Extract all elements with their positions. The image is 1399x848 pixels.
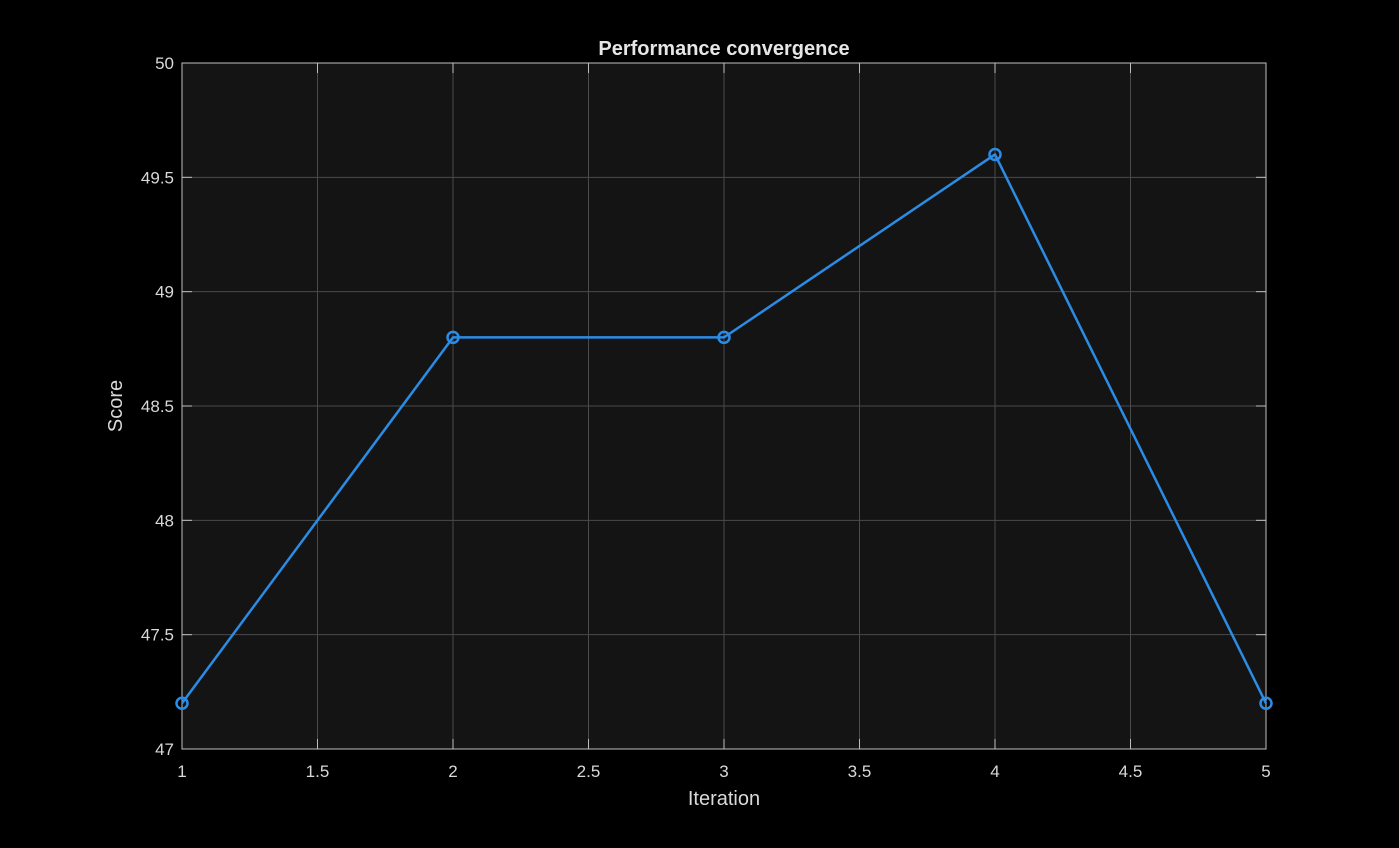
x-tick-label: 1.5 [306,762,330,781]
y-axis-label: Score [105,380,127,432]
series-line [180,153,1268,705]
y-tick-label: 49 [155,283,174,302]
axis-ticks [181,62,1267,750]
data-point [446,330,460,345]
x-axis-label: Iteration [688,788,760,810]
y-tick-label: 49.5 [141,168,174,187]
y-tick-labels: 47 47.5 48 48.5 49 49.5 50 [141,54,174,759]
y-tick-label: 48 [155,511,174,530]
x-tick-label: 1 [177,762,186,781]
y-tick-label: 50 [155,54,174,73]
y-tick-label: 48.5 [141,397,174,416]
x-tick-label: 2 [448,762,457,781]
y-tick-label: 47 [155,740,174,759]
x-tick-label: 4 [990,762,999,781]
data-point [175,696,189,711]
x-tick-label: 2.5 [577,762,601,781]
data-point [1259,696,1273,711]
x-tick-label: 4.5 [1119,762,1143,781]
y-tick-label: 47.5 [141,626,174,645]
chart-title: Performance convergence [598,38,849,60]
series-layer [175,147,1273,711]
x-tick-label: 3 [719,762,728,781]
x-tick-label: 5 [1261,762,1270,781]
x-tick-label: 3.5 [848,762,872,781]
data-point [988,147,1002,162]
data-point [717,330,731,345]
x-tick-labels: 1 1.5 2 2.5 3 3.5 4 4.5 5 [177,762,1270,781]
